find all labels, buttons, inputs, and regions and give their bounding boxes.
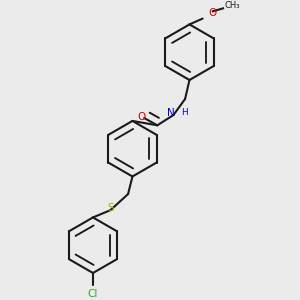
Text: O: O xyxy=(208,8,217,18)
Text: O: O xyxy=(137,112,146,122)
Text: Cl: Cl xyxy=(88,289,98,299)
Text: CH₃: CH₃ xyxy=(225,1,240,10)
Text: N: N xyxy=(167,108,175,118)
Text: S: S xyxy=(107,203,114,213)
Text: H: H xyxy=(181,108,187,117)
